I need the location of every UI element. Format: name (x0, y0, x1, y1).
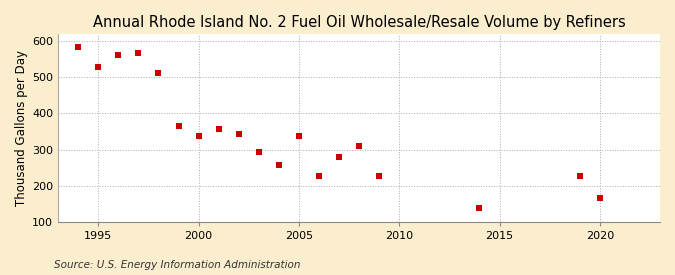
Point (133, 51, 144, 56)
Text: Source: U.S. Energy Information Administration: Source: U.S. Energy Information Administ… (54, 260, 300, 270)
Title: Annual Rhode Island No. 2 Fuel Oil Wholesale/Resale Volume by Refiners: Annual Rhode Island No. 2 Fuel Oil Whole… (92, 15, 626, 30)
Point (253, 150, 264, 154)
Point (314, 174, 325, 178)
Point (333, 155, 344, 160)
Point (93, 65, 104, 69)
Point (595, 196, 605, 200)
Point (574, 173, 585, 178)
Point (213, 126, 224, 131)
Point (73, 45, 84, 50)
Point (374, 174, 385, 178)
Y-axis label: Thousand Gallons per Day: Thousand Gallons per Day (15, 50, 28, 206)
Point (173, 123, 184, 128)
Point (193, 134, 204, 138)
Point (354, 144, 364, 148)
Point (113, 53, 124, 57)
Point (294, 134, 304, 138)
Point (474, 206, 485, 210)
Point (153, 71, 164, 75)
Point (273, 163, 284, 167)
Point (234, 132, 244, 136)
